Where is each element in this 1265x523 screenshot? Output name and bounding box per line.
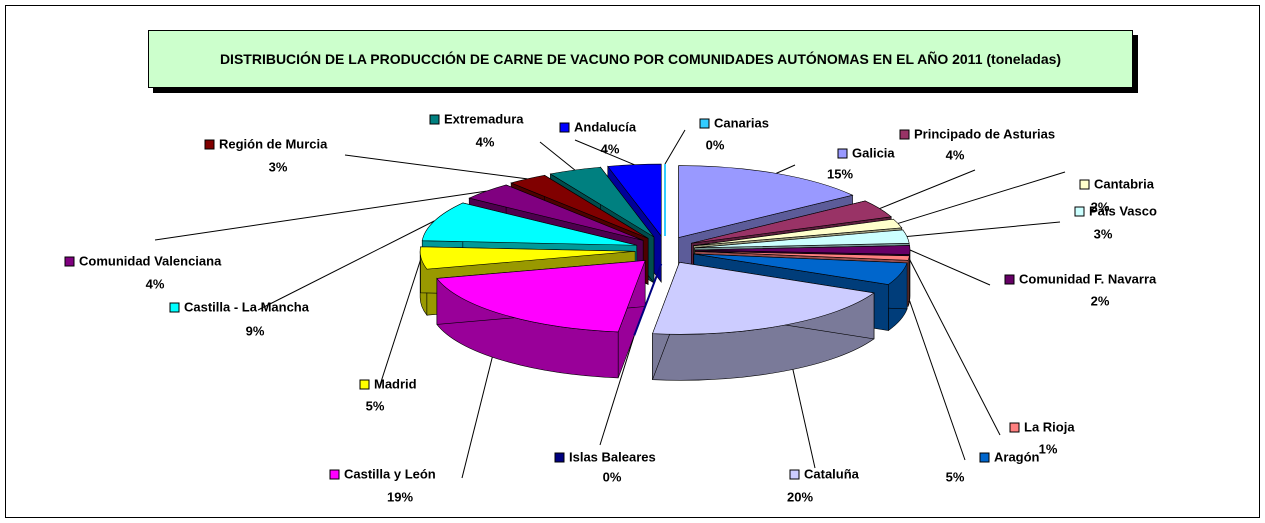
data-label-name: Aragón bbox=[994, 449, 1040, 464]
data-label: 0% bbox=[706, 137, 725, 152]
leader-line bbox=[664, 129, 686, 165]
data-label: 2% bbox=[1091, 199, 1110, 214]
legend-swatch bbox=[359, 379, 370, 390]
leader-line bbox=[344, 154, 528, 180]
slice bbox=[694, 251, 910, 261]
legend-swatch bbox=[204, 139, 215, 150]
legend-swatch bbox=[429, 114, 440, 125]
slice bbox=[419, 246, 636, 270]
data-label-name: Andalucía bbox=[574, 119, 637, 134]
leader-line bbox=[908, 257, 1001, 436]
legend-swatch bbox=[1009, 422, 1020, 433]
legend-swatch bbox=[699, 118, 710, 129]
data-label: 2% bbox=[1091, 293, 1110, 308]
data-label-name: Castilla - La Mancha bbox=[184, 299, 310, 314]
data-label-name: Canarias bbox=[714, 115, 769, 130]
chart-title: DISTRIBUCIÓN DE LA PRODUCCIÓN DE CARNE D… bbox=[148, 30, 1133, 88]
data-label-name: Islas Baleares bbox=[569, 449, 656, 464]
data-label-name: Extremadura bbox=[444, 111, 524, 126]
slice bbox=[468, 184, 644, 241]
data-label: 15% bbox=[827, 166, 853, 181]
data-label: 4% bbox=[601, 141, 620, 156]
data-label: 20% bbox=[787, 489, 813, 504]
legend-swatch bbox=[559, 122, 570, 133]
leader-line bbox=[539, 141, 576, 171]
slice bbox=[678, 165, 854, 238]
legend-swatch bbox=[1079, 179, 1090, 190]
data-label: 1% bbox=[1039, 441, 1058, 456]
legend-swatch bbox=[169, 302, 180, 313]
leader-line bbox=[257, 220, 435, 311]
leader-line bbox=[879, 169, 976, 210]
legend-swatch bbox=[789, 469, 800, 480]
slice bbox=[549, 166, 655, 238]
data-label-name: Comunidad Valenciana bbox=[79, 253, 222, 268]
data-label-name: Madrid bbox=[374, 376, 417, 391]
data-label: 4% bbox=[476, 134, 495, 149]
leader-line bbox=[379, 257, 422, 386]
data-label-name: Principado de Asturias bbox=[914, 126, 1055, 141]
leader-line bbox=[899, 273, 966, 461]
data-label: 5% bbox=[946, 469, 965, 484]
legend-swatch bbox=[899, 129, 910, 140]
slice bbox=[694, 229, 910, 249]
leader-line bbox=[574, 139, 635, 166]
data-label: 5% bbox=[366, 398, 385, 413]
slice bbox=[510, 175, 649, 239]
data-label-name: La Rioja bbox=[1024, 419, 1075, 434]
data-label: 3% bbox=[269, 159, 288, 174]
slice bbox=[693, 253, 908, 285]
leader-line bbox=[154, 190, 487, 241]
leader-line bbox=[897, 171, 1066, 224]
data-label: 3% bbox=[1094, 226, 1113, 241]
data-label-name: Cataluña bbox=[804, 466, 860, 481]
slice bbox=[694, 245, 911, 255]
legend-swatch bbox=[64, 256, 75, 267]
slice bbox=[436, 260, 646, 333]
leader-line bbox=[909, 249, 991, 286]
slice bbox=[421, 202, 637, 246]
legend-swatch bbox=[837, 148, 848, 159]
data-label-name: Castilla y León bbox=[344, 466, 436, 481]
data-label: 19% bbox=[387, 489, 413, 504]
data-label: 4% bbox=[946, 147, 965, 162]
slice bbox=[652, 261, 875, 335]
legend-swatch bbox=[1004, 274, 1015, 285]
legend-swatch bbox=[329, 469, 340, 480]
data-label-name: Comunidad F. Navarra bbox=[1019, 271, 1157, 286]
data-label: 9% bbox=[246, 323, 265, 338]
data-label-name: Cantabria bbox=[1094, 176, 1155, 191]
slice bbox=[607, 163, 662, 237]
leader-line bbox=[776, 164, 796, 174]
data-label: 0% bbox=[603, 469, 622, 484]
slice bbox=[693, 218, 903, 246]
data-label: 4% bbox=[146, 276, 165, 291]
legend-swatch bbox=[554, 452, 565, 463]
legend-swatch bbox=[979, 452, 990, 463]
data-label-name: Región de Murcia bbox=[219, 136, 328, 151]
leader-line bbox=[906, 221, 1061, 238]
slice bbox=[691, 200, 892, 244]
data-label-name: Galicia bbox=[852, 145, 895, 160]
leader-line bbox=[599, 335, 635, 446]
legend-swatch bbox=[1074, 206, 1085, 217]
data-label-name: País Vasco bbox=[1089, 203, 1157, 218]
slice bbox=[633, 263, 663, 336]
